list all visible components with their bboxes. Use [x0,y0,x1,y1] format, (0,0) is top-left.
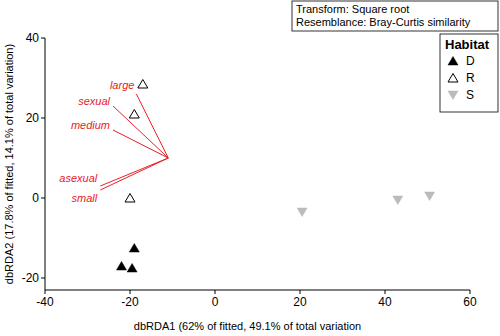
legend-marker [448,74,458,83]
x-tick-label: 20 [293,295,307,309]
legend-title: Habitat [445,37,490,52]
legend-marker [448,57,458,66]
x-axis [45,290,470,291]
x-axis-title: dbRDA1 (62% of fitted, 49.1% of total va… [134,320,361,332]
x-tick [385,290,386,294]
x-tick-label: -40 [36,295,54,309]
annotation-box [292,1,498,31]
legend-marker [448,91,458,100]
y-tick [41,38,45,39]
x-tick-label: 40 [378,295,392,309]
y-tick [41,278,45,279]
x-tick [470,290,471,294]
x-tick-label: 60 [463,295,477,309]
legend-label: S [466,88,474,102]
y-tick [41,198,45,199]
vector [113,106,168,158]
point [138,80,148,89]
legend-label: R [466,71,475,85]
plot-area [100,80,434,273]
vector [136,94,168,158]
vector [100,158,168,190]
y-tick-label: 0 [32,191,39,205]
point [393,196,403,205]
vector [100,158,168,186]
y-tick-label: 40 [26,31,40,45]
vector-label: asexual [59,172,97,184]
chart: -40 -20 0 20 40 60 -20 0 20 40 dbRDA1 (62% of fitt… [0,0,500,336]
x-tick-label: 0 [212,295,219,309]
x-tick-label: -20 [121,295,139,309]
vector-label: medium [71,119,110,131]
point [297,208,307,217]
x-tick [45,290,46,294]
point [125,194,135,203]
vector-label: small [72,192,98,204]
point [425,192,435,201]
legend-box [440,34,498,112]
x-tick [215,290,216,294]
point [117,262,127,271]
y-axis [45,38,46,290]
y-tick-label: 20 [26,111,40,125]
annotation: Transform: Square root [296,3,409,15]
point [129,244,139,253]
y-tick [41,118,45,119]
vector-label: large [110,79,134,91]
point [127,264,137,273]
x-tick [130,290,131,294]
legend-label: D [466,54,475,68]
vector [113,130,168,158]
y-axis-title: dbRDA2 (17.8% of fitted, 14.1% of total … [3,44,15,284]
y-tick-label: -20 [22,271,40,285]
x-tick [300,290,301,294]
vector-label: sexual [78,95,110,107]
point [129,110,139,119]
annotation: Resemblance: Bray-Curtis similarity [296,16,471,28]
